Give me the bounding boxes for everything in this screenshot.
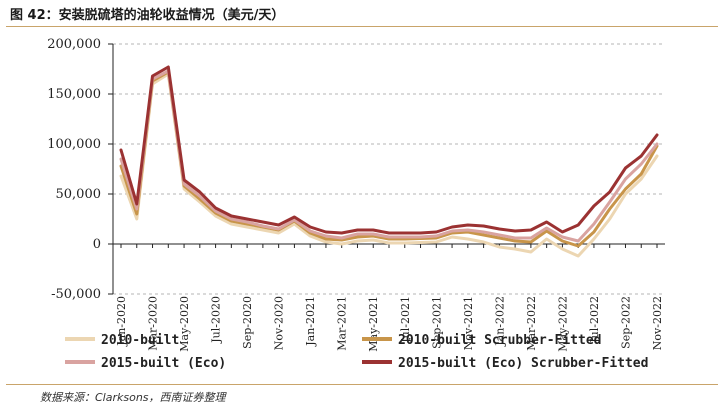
x-tick-label: Jul-2020 (210, 296, 223, 344)
x-tick-label: Sep-2021 (430, 296, 443, 349)
y-tick-label: 150,000 (47, 87, 101, 102)
footer-divider (6, 384, 718, 385)
title-divider (6, 26, 718, 27)
y-tick-label: 50,000 (56, 187, 102, 202)
y-tick-labels: -50,000 0 50,000 100,000 150,000 200,000 (47, 37, 101, 302)
legend-label: 2010-built Scrubber-Fitted (398, 333, 602, 348)
grid-lines (113, 43, 665, 295)
x-tick-label: Nov-2021 (462, 296, 475, 350)
x-tick-labels: Jan-2020 Mar-2020 May-2020 Jul-2020 Sep-2020… (115, 296, 664, 352)
axes (108, 43, 665, 295)
y-tick-label: 200,000 (47, 37, 101, 52)
series-line (119, 69, 659, 243)
earnings-line-chart: -50,000 0 50,000 100,000 150,000 200,000 Jan-… (47, 37, 665, 371)
series-line (119, 72, 659, 258)
y-tick-label: -50,000 (51, 287, 101, 302)
y-tick-label: 100,000 (47, 137, 101, 152)
x-tick-label: Sep-2022 (619, 296, 632, 349)
x-tick-label: Nov-2022 (651, 296, 664, 350)
x-tick-label: Jan-2022 (493, 296, 506, 347)
x-tick-label: Nov-2020 (273, 296, 286, 350)
source-note: 数据来源：Clarksons，西南证券整理 (40, 391, 226, 404)
x-tick-label: Sep-2020 (241, 296, 254, 349)
legend-label: 2010-built (101, 333, 179, 348)
legend-label: 2015-built (Eco) (101, 356, 226, 371)
y-tick-label: 0 (93, 237, 101, 252)
series-line (119, 70, 659, 248)
x-tick-label: Jul-2021 (399, 296, 412, 344)
x-tick-label: Mar-2021 (336, 296, 349, 351)
series-lines (119, 65, 659, 258)
x-tick-label: Mar-2022 (525, 296, 538, 351)
legend-label: 2015-built (Eco) Scrubber-Fitted (398, 356, 648, 371)
x-tick-label: May-2020 (178, 296, 191, 352)
series-line (119, 65, 659, 235)
x-tick-label: Jan-2021 (304, 296, 317, 347)
page-title: 图 42：安装脱硫塔的油轮收益情况（美元/天） (10, 8, 285, 23)
x-tick-label: May-2022 (556, 296, 569, 352)
x-tick-label: Jan-2020 (115, 296, 128, 347)
legend: 2010-built 2010-built Scrubber-Fitted 2015… (65, 333, 648, 371)
x-tick-label: May-2021 (367, 296, 380, 352)
x-tick-label: Jul-2022 (588, 296, 601, 344)
x-tick-label: Mar-2020 (147, 296, 160, 351)
